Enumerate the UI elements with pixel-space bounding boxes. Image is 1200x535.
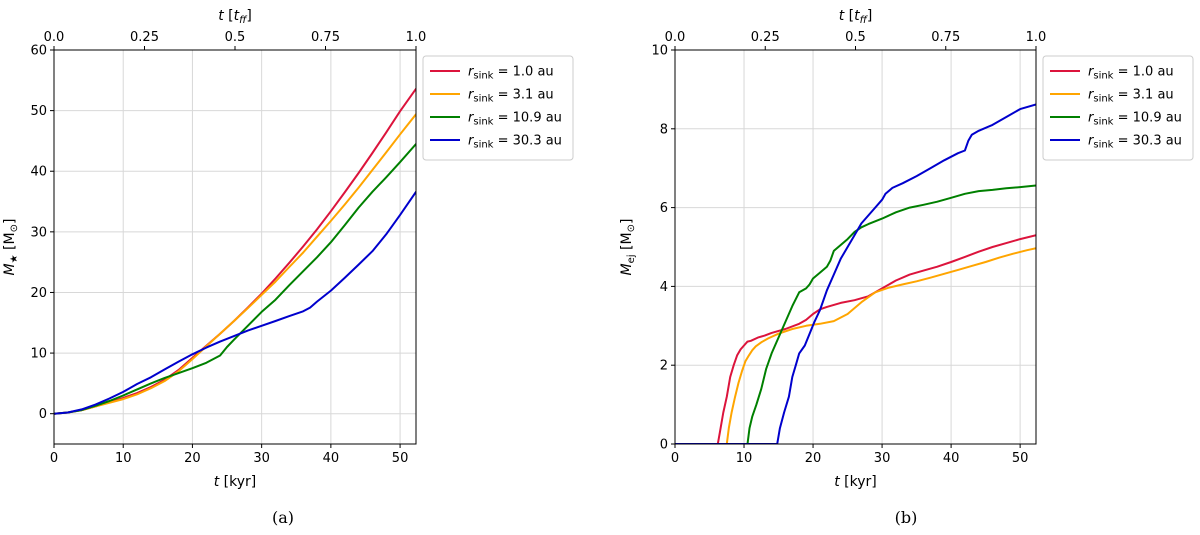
legend-item: rsink = 3.1 au <box>430 88 554 105</box>
top-tick-label: 1.0 <box>406 30 427 45</box>
legend-item: rsink = 10.9 au <box>1050 111 1182 128</box>
top-tick-label: 1.0 <box>1026 30 1047 45</box>
x-tick-label: 30 <box>874 451 891 466</box>
top-tick-label: 0.75 <box>931 30 960 45</box>
legend-box <box>422 55 574 161</box>
x-axis-label: t [kyr] <box>834 474 877 490</box>
top-tick-label: 0.25 <box>130 30 159 45</box>
y-tick-label: 8 <box>660 122 668 137</box>
y-tick-label: 0 <box>660 438 668 453</box>
x-tick-label: 10 <box>736 451 753 466</box>
legend-label: rsink = 30.3 au <box>1088 134 1182 151</box>
legend: rsink = 1.0 au rsink = 3.1 au rsink = 10.9… <box>1042 55 1194 161</box>
series-line <box>54 190 416 415</box>
y-axis-label: M★ [M⊙] <box>2 219 20 276</box>
top-tick-label: 0.5 <box>225 30 246 45</box>
series-line <box>54 87 416 415</box>
top-axis-label: t [tff] <box>218 8 252 26</box>
y-axis-label: Mej [M⊙] <box>619 219 637 276</box>
series-group <box>54 87 416 415</box>
legend-label: rsink = 30.3 au <box>468 134 562 151</box>
series-line <box>675 247 1036 444</box>
figure-caption: (a) <box>272 508 294 527</box>
series-line <box>54 113 416 415</box>
x-tick-label: 30 <box>253 451 270 466</box>
y-tick-label: 6 <box>660 201 668 216</box>
series-line <box>675 234 1036 444</box>
legend-item: rsink = 1.0 au <box>1050 65 1174 82</box>
x-tick-label: 20 <box>805 451 822 466</box>
y-tick-label: 0 <box>39 407 47 422</box>
legend-item: rsink = 30.3 au <box>430 134 562 151</box>
top-tick-label: 0.75 <box>311 30 340 45</box>
figure-caption: (b) <box>895 508 918 527</box>
legend-item: rsink = 10.9 au <box>430 111 562 128</box>
top-tick-label: 0.25 <box>751 30 780 45</box>
legend-label: rsink = 3.1 au <box>468 88 554 105</box>
y-tick-label: 2 <box>660 359 668 374</box>
y-tick-label: 10 <box>651 44 668 59</box>
y-tick-label: 4 <box>660 280 668 295</box>
x-tick-label: 50 <box>392 451 409 466</box>
y-tick-label: 60 <box>30 44 47 59</box>
legend-label: rsink = 1.0 au <box>1088 65 1174 82</box>
x-axis-label: t [kyr] <box>214 474 257 490</box>
y-tick-label: 20 <box>30 286 47 301</box>
x-tick-label: 0 <box>671 451 679 466</box>
legend-box <box>1042 55 1194 161</box>
top-tick-label: 0.0 <box>44 30 65 45</box>
grid <box>53 49 416 444</box>
legend-label: rsink = 10.9 au <box>468 111 562 128</box>
x-tick-label: 0 <box>50 451 58 466</box>
y-tick-label: 10 <box>30 347 47 362</box>
top-tick-label: 0.0 <box>665 30 686 45</box>
plot-frame <box>53 49 417 445</box>
top-tick-label: 0.5 <box>845 30 866 45</box>
legend-item: rsink = 30.3 au <box>1050 134 1182 151</box>
legend-label: rsink = 3.1 au <box>1088 88 1174 105</box>
legend: rsink = 1.0 au rsink = 3.1 au rsink = 10.9… <box>422 55 574 161</box>
series-group <box>675 103 1036 444</box>
y-tick-label: 30 <box>30 225 47 240</box>
series-line <box>54 143 416 415</box>
x-tick-label: 40 <box>943 451 960 466</box>
top-axis-label: t [tff] <box>839 8 873 26</box>
y-tick-label: 40 <box>30 165 47 180</box>
legend-label: rsink = 1.0 au <box>468 65 554 82</box>
legend-item: rsink = 1.0 au <box>430 65 554 82</box>
series-line <box>675 103 1036 444</box>
legend-label: rsink = 10.9 au <box>1088 111 1182 128</box>
x-tick-label: 40 <box>323 451 340 466</box>
x-tick-label: 20 <box>184 451 201 466</box>
x-tick-label: 10 <box>115 451 132 466</box>
x-tick-label: 50 <box>1012 451 1029 466</box>
legend-item: rsink = 3.1 au <box>1050 88 1174 105</box>
y-tick-label: 50 <box>30 104 47 119</box>
series-line <box>675 184 1036 444</box>
chart-a: 0 10 20 30 40 50 0 10 20 30 40 50 600.0 0.25 0.5 0.75 1.… <box>2 8 574 527</box>
